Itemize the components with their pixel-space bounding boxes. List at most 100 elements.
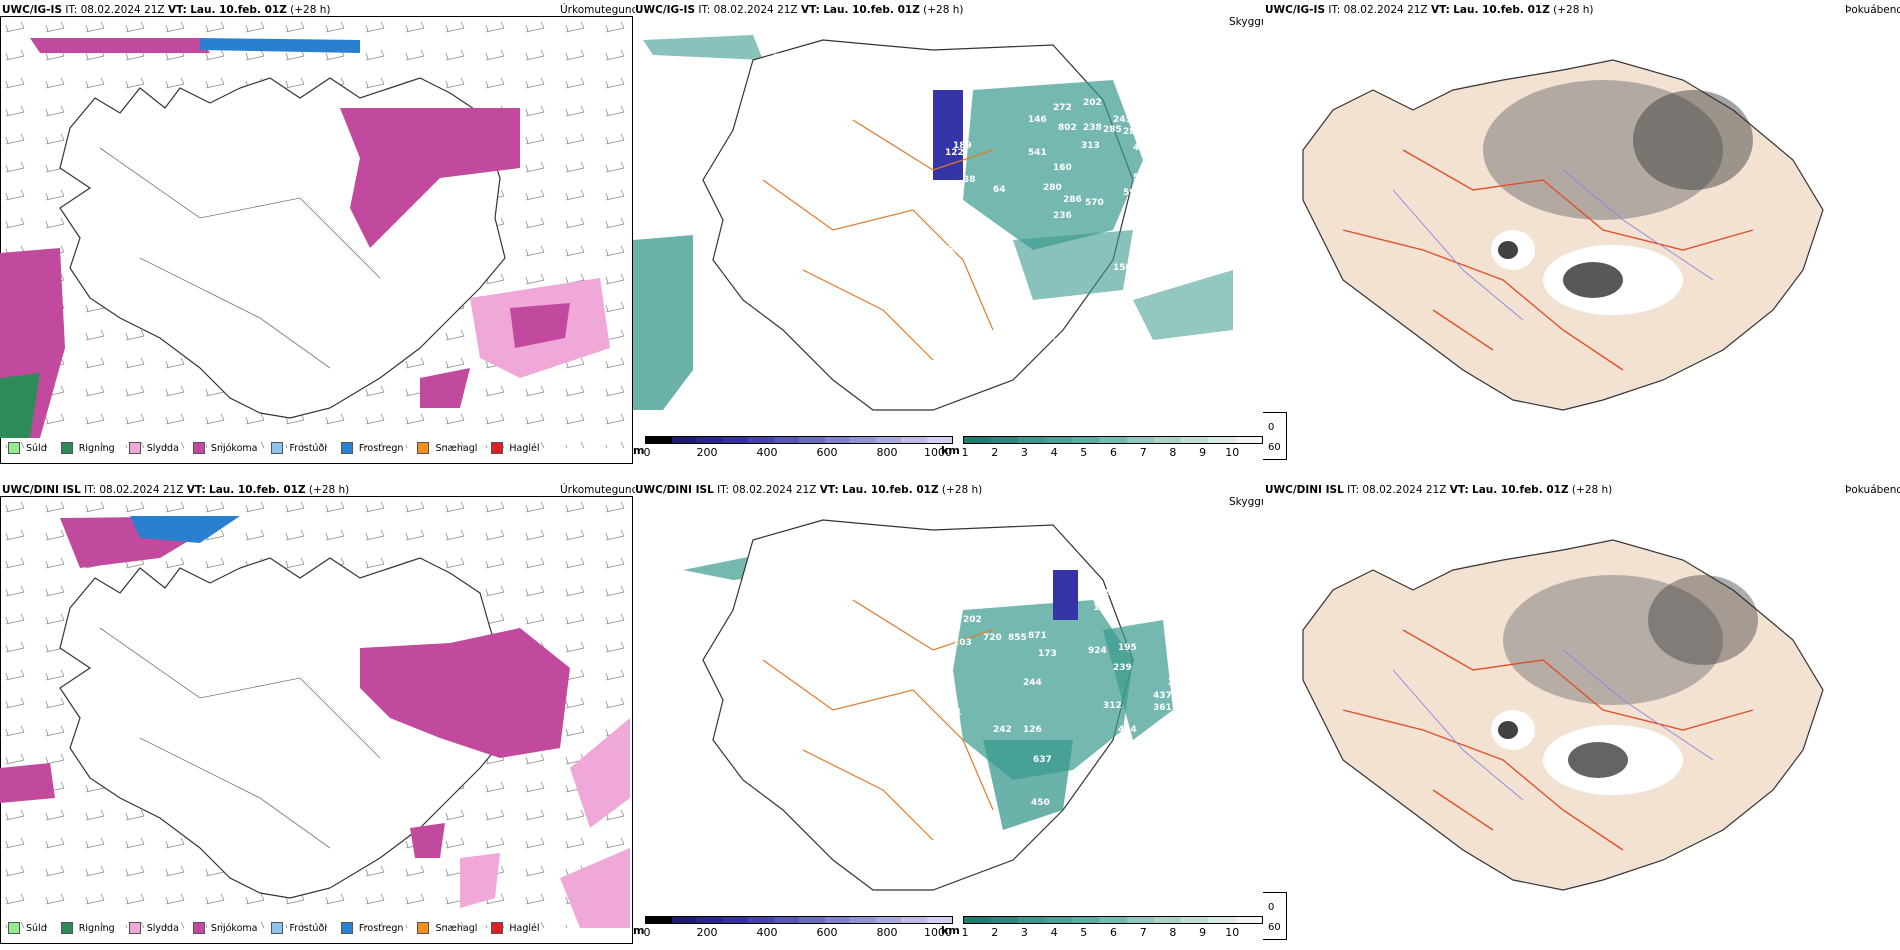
- cloud-label: 722: [1053, 338, 1072, 348]
- legend-item-frostudi: Frostúði: [271, 442, 327, 454]
- cloud-label: 38: [963, 175, 976, 185]
- panel-title: UWC/IG-IS IT: 08.02.2024 21Z VT: Lau. 10…: [2, 4, 331, 16]
- precip-panel-top: UWC/IG-IS IT: 08.02.2024 21Z VT: Lau. 10…: [0, 0, 635, 470]
- cloud-label: 131: [943, 708, 962, 718]
- precip-map[interactable]: [0, 498, 633, 928]
- fog-map[interactable]: [1263, 510, 1900, 920]
- cloud-label: 182: [941, 245, 960, 255]
- cloud-label: 308: [1173, 653, 1192, 663]
- precip-map[interactable]: [0, 18, 633, 448]
- field-name: Þokuábendi: [1845, 484, 1900, 496]
- cloud-label: 588: [1133, 173, 1152, 183]
- cloud-label: 552: [1155, 138, 1174, 148]
- cloud-label: 851: [1143, 601, 1162, 611]
- cloud-label: 441: [1178, 148, 1197, 158]
- field-name: Úrkomutegund: [560, 484, 635, 496]
- cloud-map[interactable]: 272 202 245 070 146 802 238 285 286 401 …: [633, 30, 1263, 440]
- field-name: Þokuábendi: [1845, 4, 1900, 16]
- cloud-label: 160: [1053, 163, 1072, 173]
- cloud-label: 239: [1113, 663, 1132, 673]
- cloud-label: 434: [1118, 725, 1137, 735]
- legend-item-sudl: Súld: [8, 442, 47, 454]
- precip-legend: Súld Rigning Slydda Snjókoma Frostúði Fr…: [8, 920, 554, 936]
- cloud-label: 910: [1028, 411, 1047, 421]
- legend-item-haglel: Haglél: [491, 442, 540, 454]
- cloud-label: 802: [1058, 123, 1077, 133]
- cloud-label: 401: [1143, 117, 1162, 127]
- cloud-label: 280: [1043, 183, 1062, 193]
- vis-legend: 0 60: [1263, 412, 1287, 460]
- cloud-label: 122: [945, 148, 964, 158]
- field-name: Skyggni: [1229, 496, 1263, 508]
- cloud-label: 456: [1173, 703, 1192, 713]
- cloud-label: 376: [1158, 188, 1177, 198]
- height-unit: m: [633, 924, 645, 937]
- cloud-panel-bottom: UWC/DINI ISL IT: 08.02.2024 21Z VT: Lau.…: [633, 480, 1263, 950]
- legend-item-rigning: Rigning: [60, 442, 115, 454]
- panel-title: UWC/DINI ISL IT: 08.02.2024 21Z VT: Lau.…: [635, 484, 983, 496]
- cloud-label: 150: [1113, 263, 1132, 273]
- cloud-label: 361: [1153, 703, 1172, 713]
- legend-item-slydda: Slydda: [128, 442, 179, 454]
- cloud-label: 244: [1023, 678, 1042, 688]
- cloud-label: 312: [1103, 701, 1122, 711]
- cloud-label: 249: [1186, 178, 1205, 188]
- cloud-label: 241: [773, 53, 792, 63]
- cloud-label: 374: [1168, 165, 1187, 175]
- cloud-label: 593: [1123, 188, 1142, 198]
- cloud-label: 286: [1063, 195, 1082, 205]
- cloud-label: 070: [1153, 121, 1172, 131]
- cloud-label: 146: [1028, 115, 1047, 125]
- cloud-label: 311: [1173, 213, 1192, 223]
- precip-legend: Súld Rigning Slydda Snjókoma Frostúði Fr…: [8, 440, 554, 456]
- legend-item-sudl: Súld: [8, 922, 47, 934]
- cloud-label: 64: [993, 185, 1006, 195]
- cloud-label: 173: [1038, 649, 1057, 659]
- fog-map[interactable]: [1263, 30, 1900, 440]
- legend-item-snaehagl: Snæhagl: [417, 922, 477, 934]
- cloud-label: 471: [1133, 143, 1152, 153]
- field-name: Skyggni: [1229, 16, 1263, 28]
- cloud-label: 286: [1123, 127, 1142, 137]
- cloud-label: 272: [1053, 103, 1072, 113]
- cloud-label: 236: [1053, 211, 1072, 221]
- cover-colorbar: [963, 436, 1263, 444]
- vis-legend: 0 60: [1263, 892, 1287, 940]
- cloud-label: 203: [953, 638, 972, 648]
- legend-item-slydda: Slydda: [128, 922, 179, 934]
- cloud-map[interactable]: 139 113 851 202 720 855 871 203 173 195 …: [633, 510, 1263, 920]
- cloud-label: 238: [1083, 123, 1102, 133]
- cloud-label: 195: [1118, 643, 1137, 653]
- legend-item-frostregn: Frostregn: [340, 922, 403, 934]
- panel-title: UWC/DINI ISL IT: 08.02.2024 21Z VT: Lau.…: [2, 484, 350, 496]
- cloud-label: 924: [1088, 646, 1107, 656]
- legend-item-snaehagl: Snæhagl: [417, 442, 477, 454]
- cloud-label: 313: [1081, 141, 1100, 151]
- cloud-label: 58: [1158, 748, 1171, 758]
- cloud-label: 113: [1093, 603, 1112, 613]
- cloud-label: 570: [1085, 198, 1104, 208]
- cloud-label: 231: [998, 268, 1017, 278]
- legend-item-rigning: Rigning: [60, 922, 115, 934]
- cloud-label: 139: [1093, 588, 1112, 598]
- cloud-label: 202: [963, 615, 982, 625]
- precip-panel-bottom: UWC/DINI ISL IT: 08.02.2024 21Z VT: Lau.…: [0, 480, 635, 950]
- cloud-label: 541: [1028, 148, 1047, 158]
- cloud-label: 720: [983, 633, 1002, 643]
- legend-item-frostregn: Frostregn: [340, 442, 403, 454]
- cover-unit: km: [941, 444, 960, 457]
- cloud-label: 245: [1113, 115, 1132, 125]
- cover-colorbar: [963, 916, 1263, 924]
- height-colorbar: [645, 916, 953, 924]
- cloud-label: 333: [1193, 153, 1212, 163]
- panel-title: UWC/IG-IS IT: 08.02.2024 21Z VT: Lau. 10…: [635, 4, 964, 16]
- cloud-label: 871: [1028, 631, 1047, 641]
- cloud-label: 437: [1153, 691, 1172, 701]
- fog-panel-bottom: UWC/DINI ISL IT: 08.02.2024 21Z VT: Lau.…: [1263, 480, 1900, 950]
- cloud-label: 242: [993, 725, 1012, 735]
- height-colorbar: [645, 436, 953, 444]
- fog-panel-top: UWC/IG-IS IT: 08.02.2024 21Z VT: Lau. 10…: [1263, 0, 1900, 470]
- cloud-panel-top: UWC/IG-IS IT: 08.02.2024 21Z VT: Lau. 10…: [633, 0, 1263, 470]
- cloud-label: 189: [953, 141, 972, 151]
- cloud-label: 285: [1103, 125, 1122, 135]
